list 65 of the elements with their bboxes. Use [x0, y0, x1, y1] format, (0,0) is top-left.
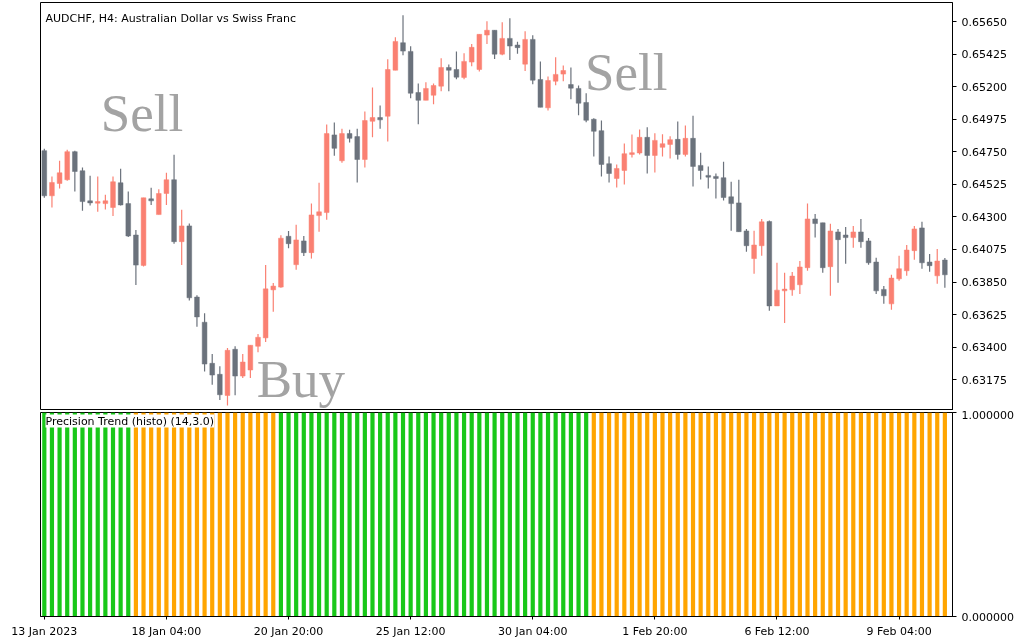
x-tick-label: 1 Feb 20:00 — [622, 624, 688, 638]
y-tick-label: 0.63850 — [961, 276, 1007, 290]
annotation: Sell — [100, 83, 184, 142]
annotation: Sell — [584, 43, 668, 102]
candlestick — [751, 230, 757, 275]
x-tick-label: 13 Jan 2023 — [11, 624, 78, 638]
y-tick-label: 0.64075 — [961, 243, 1007, 257]
candlestick — [179, 209, 185, 266]
candlestick — [636, 128, 643, 156]
candlestick — [644, 126, 650, 175]
x-tick-label: 9 Feb 04:00 — [866, 624, 932, 638]
chart-title: Precision Trend (histo) (14,3.0) — [45, 414, 215, 428]
y-tick-label: 0.64975 — [961, 113, 1007, 127]
y-tick-label: 0.63625 — [961, 308, 1007, 322]
candlestick — [675, 120, 681, 161]
candlestick — [400, 14, 406, 56]
candlestick — [835, 228, 841, 284]
candlestick — [49, 175, 55, 209]
candlestick — [217, 365, 223, 401]
candlestick — [331, 121, 337, 157]
candlestick — [499, 21, 505, 56]
candlestick — [629, 133, 635, 159]
y-tick-label: 0.64300 — [961, 210, 1007, 224]
text: AUDCHF, H4: Australian Dollar vs Swiss Franc — [45, 11, 297, 25]
candlestick — [423, 81, 429, 101]
candlestick — [87, 175, 93, 207]
candlestick — [850, 225, 856, 249]
candlestick — [896, 255, 902, 282]
candlestick — [942, 257, 948, 289]
candlestick — [553, 56, 559, 86]
y-tick-label: 0.64525 — [961, 178, 1007, 192]
y-tick-label: 0.000000 — [961, 610, 1014, 624]
candlestick — [682, 125, 688, 158]
candlestick — [812, 213, 818, 239]
candlestick — [713, 172, 719, 200]
y-tick-label: 0.63400 — [961, 341, 1007, 355]
x-tick-label: 20 Jan 20:00 — [253, 624, 324, 638]
y-tick-label: 1.000000 — [961, 408, 1014, 422]
x-tick-label: 6 Feb 12:00 — [744, 624, 810, 638]
candlestick — [484, 20, 490, 45]
candlestick — [858, 218, 864, 249]
y-tick-label: 0.65650 — [961, 15, 1007, 29]
annotation: Buy — [256, 350, 346, 409]
x-tick-label: 30 Jan 04:00 — [497, 624, 568, 638]
candlestick — [491, 29, 498, 60]
candlestick — [698, 152, 704, 181]
candlestick — [705, 165, 711, 190]
candlestick — [759, 218, 765, 257]
x-tick-label: 18 Jan 04:00 — [131, 624, 202, 638]
candlestick — [568, 66, 574, 100]
y-tick-label: 0.64750 — [961, 145, 1007, 159]
candlestick — [461, 52, 467, 80]
candlestick — [301, 235, 307, 257]
y-tick-label: 0.65200 — [961, 80, 1007, 94]
y-tick-label: 0.65425 — [961, 48, 1007, 62]
candlestick — [934, 248, 940, 285]
y-tick-label: 0.63175 — [961, 373, 1007, 387]
candlestick — [774, 262, 780, 307]
candlestick — [316, 182, 322, 233]
candlestick — [843, 226, 849, 265]
candlestick — [255, 333, 261, 353]
candlestick — [194, 294, 200, 328]
candlestick — [606, 155, 612, 184]
x-tick-label: 25 Jan 12:00 — [375, 624, 446, 638]
candlestick — [377, 104, 383, 130]
